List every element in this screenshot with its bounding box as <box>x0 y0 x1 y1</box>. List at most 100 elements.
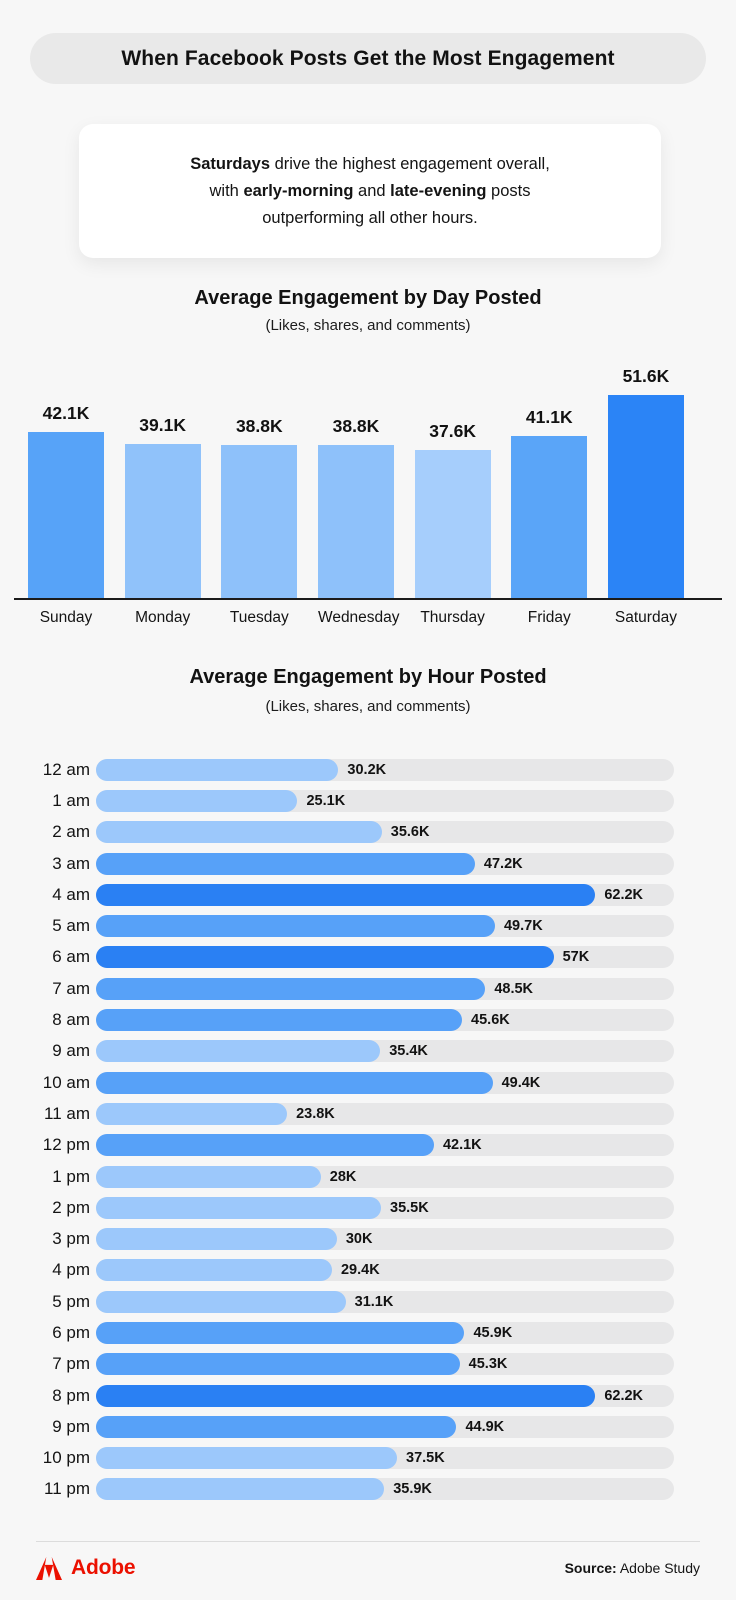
hour-category-label: 10 pm <box>42 1448 90 1468</box>
hour-bar-value-label: 49.4K <box>501 1074 541 1091</box>
hour-bar <box>96 821 382 844</box>
hour-bar-value-label: 30K <box>345 1231 373 1248</box>
hour-bar-value-label: 37.5K <box>406 1450 445 1467</box>
day-bar-value-label: 37.6K <box>429 421 476 442</box>
day-bar <box>317 445 394 598</box>
hour-category-label: 9 pm <box>52 1416 90 1436</box>
hour-bar-track: 62.2K <box>96 883 674 906</box>
day-bar <box>124 444 201 598</box>
hour-row: 5 am 49.7K <box>0 910 736 941</box>
hour-row: 9 pm 44.9K <box>0 1411 736 1442</box>
hour-bar-value-label: 28K <box>329 1168 357 1185</box>
callout-text: drive the highest engagement overall, <box>270 154 550 173</box>
day-chart-title: Average Engagement by Day Posted <box>194 287 542 309</box>
hour-row: 4 pm 29.4K <box>0 1255 736 1286</box>
hour-bar-track: 57K <box>96 946 674 969</box>
hour-bar <box>96 915 495 938</box>
day-category-label: Friday <box>527 609 571 626</box>
hour-bar <box>96 1384 596 1407</box>
hour-row: 1 pm 28K <box>0 1161 736 1192</box>
hour-bar-track: 42.1K <box>96 1134 674 1157</box>
callout-bold-text: Saturdays <box>190 154 271 173</box>
hour-bar-track: 47.2K <box>96 852 674 875</box>
callout-text: with <box>209 181 244 200</box>
day-bar-column: 39.1K <box>124 415 201 598</box>
hour-bar <box>96 758 339 781</box>
adobe-logo-icon <box>36 1556 62 1580</box>
hour-bar <box>96 1165 321 1188</box>
day-bar <box>221 445 298 598</box>
hour-bar-value-label: 45.3K <box>468 1356 508 1373</box>
hour-bar-track: 31.1K <box>96 1290 674 1313</box>
hour-bar-track: 25.1K <box>96 789 674 812</box>
hour-bar-value-label: 31.1K <box>354 1293 394 1310</box>
hour-bar-track: 62.2K <box>96 1384 674 1407</box>
hour-category-label: 1 am <box>52 790 90 810</box>
hour-row: 7 pm 45.3K <box>0 1349 736 1380</box>
day-chart-plot: 42.1K 39.1K 38.8K 38.8K 37.6K 41.1K 51.6K <box>28 350 684 598</box>
hour-bar-track: 35.5K <box>96 1196 674 1219</box>
day-bar <box>511 436 588 598</box>
hour-bar <box>96 1071 493 1094</box>
hour-category-label: 11 am <box>44 1103 90 1123</box>
hour-bar-value-label: 49.7K <box>503 918 543 935</box>
hour-bar-value-label: 23.8K <box>296 1105 335 1122</box>
hour-bar <box>96 1353 460 1376</box>
callout-text: posts <box>486 181 531 200</box>
hour-bar <box>96 1102 288 1125</box>
hour-row: 3 am 47.2K <box>0 848 736 879</box>
hour-category-label: 2 pm <box>52 1197 90 1217</box>
hour-category-label: 1 pm <box>52 1166 90 1186</box>
hour-bar-value-label: 57K <box>562 949 590 966</box>
hour-row: 8 am 45.6K <box>0 1004 736 1035</box>
day-bar-column: 41.1K <box>511 407 588 598</box>
hour-bar <box>96 946 554 969</box>
hour-row: 4 am 62.2K <box>0 879 736 910</box>
day-category-label: Saturday <box>614 609 677 626</box>
hour-bar-value-label: 45.6K <box>471 1012 510 1029</box>
day-category-label: Monday <box>135 609 191 626</box>
day-bar-column: 38.8K <box>317 416 394 598</box>
hour-bar <box>96 1228 337 1251</box>
day-chart-baseline <box>14 598 722 600</box>
day-bar-value-label: 42.1K <box>42 403 90 424</box>
hour-bar-track: 48.5K <box>96 977 674 1000</box>
hour-category-label: 4 pm <box>52 1260 90 1280</box>
hour-bar <box>96 789 298 812</box>
hour-row: 1 am 25.1K <box>0 785 736 816</box>
hour-category-label: 4 am <box>52 884 90 904</box>
hour-row: 6 pm 45.9K <box>0 1317 736 1348</box>
hour-bar <box>96 1290 346 1313</box>
hour-category-label: 8 am <box>52 1010 90 1030</box>
hour-row: 8 pm 62.2K <box>0 1380 736 1411</box>
hour-category-label: 9 am <box>52 1041 90 1061</box>
hour-bar-value-label: 44.9K <box>465 1418 505 1435</box>
day-bar-column: 42.1K <box>28 403 104 598</box>
adobe-brand: Adobe <box>36 1556 136 1580</box>
hour-bar-track: 29.4K <box>96 1259 674 1282</box>
day-chart-subtitle: (Likes, shares, and comments) <box>265 317 471 334</box>
callout-text: and <box>353 181 391 200</box>
hour-bar-track: 23.8K <box>96 1102 674 1125</box>
callout-bold-text: early-morning <box>243 181 354 200</box>
hour-bar <box>96 1134 434 1157</box>
hour-row: 5 pm 31.1K <box>0 1286 736 1317</box>
day-bar-column: 37.6K <box>414 421 491 598</box>
hour-bar-track: 49.4K <box>96 1071 674 1094</box>
hour-bar-value-label: 62.2K <box>604 1387 644 1404</box>
hour-bar-value-label: 45.9K <box>473 1324 513 1341</box>
hour-row: 3 pm 30K <box>0 1223 736 1254</box>
hour-bar <box>96 1321 465 1344</box>
day-bar-value-label: 38.8K <box>235 416 283 437</box>
day-bar-value-label: 38.8K <box>332 416 380 437</box>
day-category-label: Thursday <box>420 609 485 626</box>
hour-bar <box>96 883 596 906</box>
hour-row: 12 am 30.2K <box>0 754 736 785</box>
hour-category-label: 6 pm <box>52 1322 90 1342</box>
hour-chart-rows: 12 am 30.2K 1 am 25.1K 2 am 35.6K 3 am 47.2K 4 a… <box>0 754 736 1505</box>
hour-bar-track: 35.6K <box>96 821 674 844</box>
hour-bar <box>96 977 486 1000</box>
hour-bar-track: 44.9K <box>96 1415 674 1438</box>
hour-bar-value-label: 29.4K <box>340 1262 380 1279</box>
hour-bar-value-label: 30.2K <box>347 761 387 778</box>
